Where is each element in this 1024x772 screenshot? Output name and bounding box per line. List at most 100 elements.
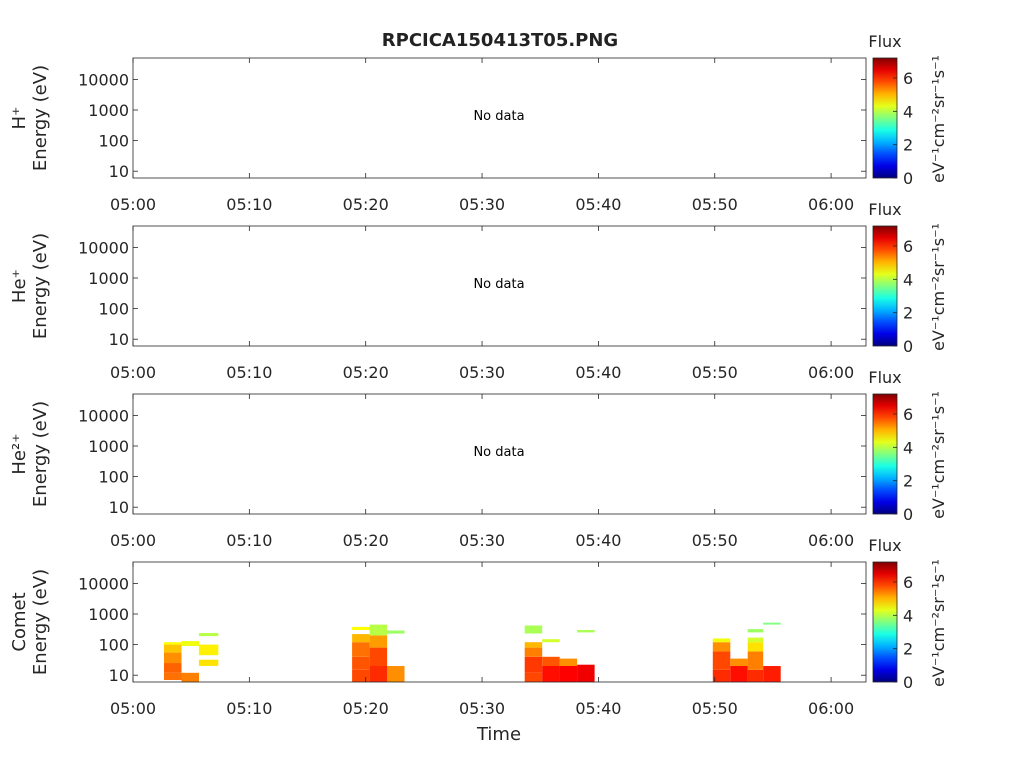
flux-cell: [524, 656, 543, 673]
energy-label: Energy (eV): [30, 401, 51, 507]
colorbar-tick-label: 4: [903, 606, 913, 625]
y-tick-label: 1000: [88, 605, 129, 624]
x-tick-label: 05:50: [692, 699, 738, 718]
flux-cell: [198, 633, 219, 637]
colorbar-tick-label: 0: [903, 673, 913, 692]
flux-cell: [164, 644, 182, 653]
flux-cell: [387, 630, 405, 634]
x-tick-label: 05:00: [110, 699, 156, 718]
x-tick-label: 05:20: [343, 531, 389, 550]
x-tick-label: 05:40: [575, 531, 621, 550]
axes-frame: [132, 57, 867, 179]
colorbar-unit-label: eV⁻¹cm⁻²sr⁻¹s⁻¹: [929, 559, 948, 687]
x-tick-label: 06:00: [808, 699, 854, 718]
energy-label: Energy (eV): [30, 233, 51, 339]
colorbar-tick-label: 6: [903, 237, 913, 256]
flux-cell: [352, 642, 370, 657]
energy-label: Energy (eV): [30, 65, 51, 171]
colorbar-tick-label: 6: [903, 69, 913, 88]
colorbar-tick-label: 4: [903, 270, 913, 289]
flux-cell: [352, 656, 370, 670]
flux-cell: [369, 624, 388, 636]
y-axis-label: H⁺Energy (eV): [9, 65, 51, 171]
x-tick-label: 05:30: [459, 195, 505, 214]
panel-2: 05:00 05:10 05:20 05:30 05:40 05:50 06:00 10 100…: [9, 200, 948, 382]
y-tick-label: 100: [98, 636, 129, 655]
flux-cell: [559, 658, 578, 666]
x-axis-title: Time: [476, 724, 521, 745]
x-tick-label: 05:10: [226, 531, 272, 550]
colorbar-tick-label: 4: [903, 438, 913, 457]
flux-cell: [712, 651, 731, 670]
flux-cell: [164, 642, 182, 645]
flux-cell: [369, 647, 388, 666]
flux-cell: [352, 634, 370, 643]
flux-cell: [577, 664, 595, 682]
axes-frame: [132, 561, 867, 683]
x-tick-label: 05:00: [110, 531, 156, 550]
x-tick-label: 05:20: [343, 195, 389, 214]
flux-cell: [730, 666, 748, 682]
x-tick-label: 05:50: [692, 531, 738, 550]
x-tick-label: 05:20: [343, 363, 389, 382]
x-tick-label: 05:40: [575, 363, 621, 382]
flux-cell: [747, 642, 764, 652]
y-tick-label: 100: [98, 468, 129, 487]
flux-cell: [712, 669, 731, 682]
energy-label: Energy (eV): [30, 569, 51, 675]
y-tick-label: 10: [109, 162, 129, 181]
colorbar-unit-label: eV⁻¹cm⁻²sr⁻¹s⁻¹: [929, 391, 948, 519]
species-label: He²⁺: [9, 433, 30, 474]
flux-cell: [198, 644, 219, 656]
flux-cell: [387, 666, 405, 682]
colorbar-title: Flux: [868, 200, 901, 219]
flux-cell: [559, 666, 578, 682]
flux-cell: [712, 638, 731, 643]
x-tick-label: 05:10: [226, 363, 272, 382]
y-tick-label: 10000: [78, 574, 129, 593]
x-tick-label: 05:10: [226, 195, 272, 214]
colorbar-tick-label: 2: [903, 136, 913, 155]
x-tick-label: 05:00: [110, 363, 156, 382]
flux-cell: [542, 656, 560, 666]
flux-cell: [181, 672, 199, 682]
x-tick-label: 05:40: [575, 699, 621, 718]
x-tick-label: 05:00: [110, 195, 156, 214]
x-tick-label: 05:10: [226, 699, 272, 718]
colorbar: [872, 561, 898, 683]
y-tick-label: 10: [109, 330, 129, 349]
flux-cell: [198, 659, 219, 666]
colorbar-tick-label: 0: [903, 169, 913, 188]
flux-cell: [352, 626, 370, 630]
flux-cell: [524, 647, 543, 657]
y-axis-label: He²⁺Energy (eV): [9, 401, 51, 507]
axes-frame: [132, 225, 867, 347]
flux-cell: [369, 635, 388, 648]
y-tick-label: 10000: [78, 238, 129, 257]
x-tick-label: 06:00: [808, 363, 854, 382]
colorbar-tick-label: 0: [903, 337, 913, 356]
figure-title: RPCICA150413T05.PNG: [381, 30, 619, 51]
panel-3: 05:00 05:10 05:20 05:30 05:40 05:50 06:00 10 100…: [9, 368, 948, 550]
flux-cell: [763, 666, 781, 682]
colorbar-title: Flux: [868, 368, 901, 387]
y-tick-label: 100: [98, 132, 129, 151]
y-tick-label: 1000: [88, 101, 129, 120]
x-tick-label: 05:40: [575, 195, 621, 214]
colorbar-tick-label: 2: [903, 640, 913, 659]
flux-cell: [542, 639, 560, 643]
x-tick-label: 05:30: [459, 699, 505, 718]
no-data-annotation: No data: [473, 109, 524, 124]
flux-cell: [524, 625, 543, 634]
flux-cell: [164, 652, 182, 664]
species-label: H⁺: [9, 106, 30, 129]
flux-cell: [712, 642, 731, 652]
colorbar-unit-label: eV⁻¹cm⁻²sr⁻¹s⁻¹: [929, 223, 948, 351]
colorbar-tick-label: 6: [903, 405, 913, 424]
flux-cell: [369, 666, 388, 682]
x-tick-label: 05:50: [692, 363, 738, 382]
y-axis-label: CometEnergy (eV): [9, 569, 51, 675]
flux-cell: [577, 630, 595, 633]
flux-cell: [747, 629, 764, 633]
colorbar-tick-label: 0: [903, 505, 913, 524]
